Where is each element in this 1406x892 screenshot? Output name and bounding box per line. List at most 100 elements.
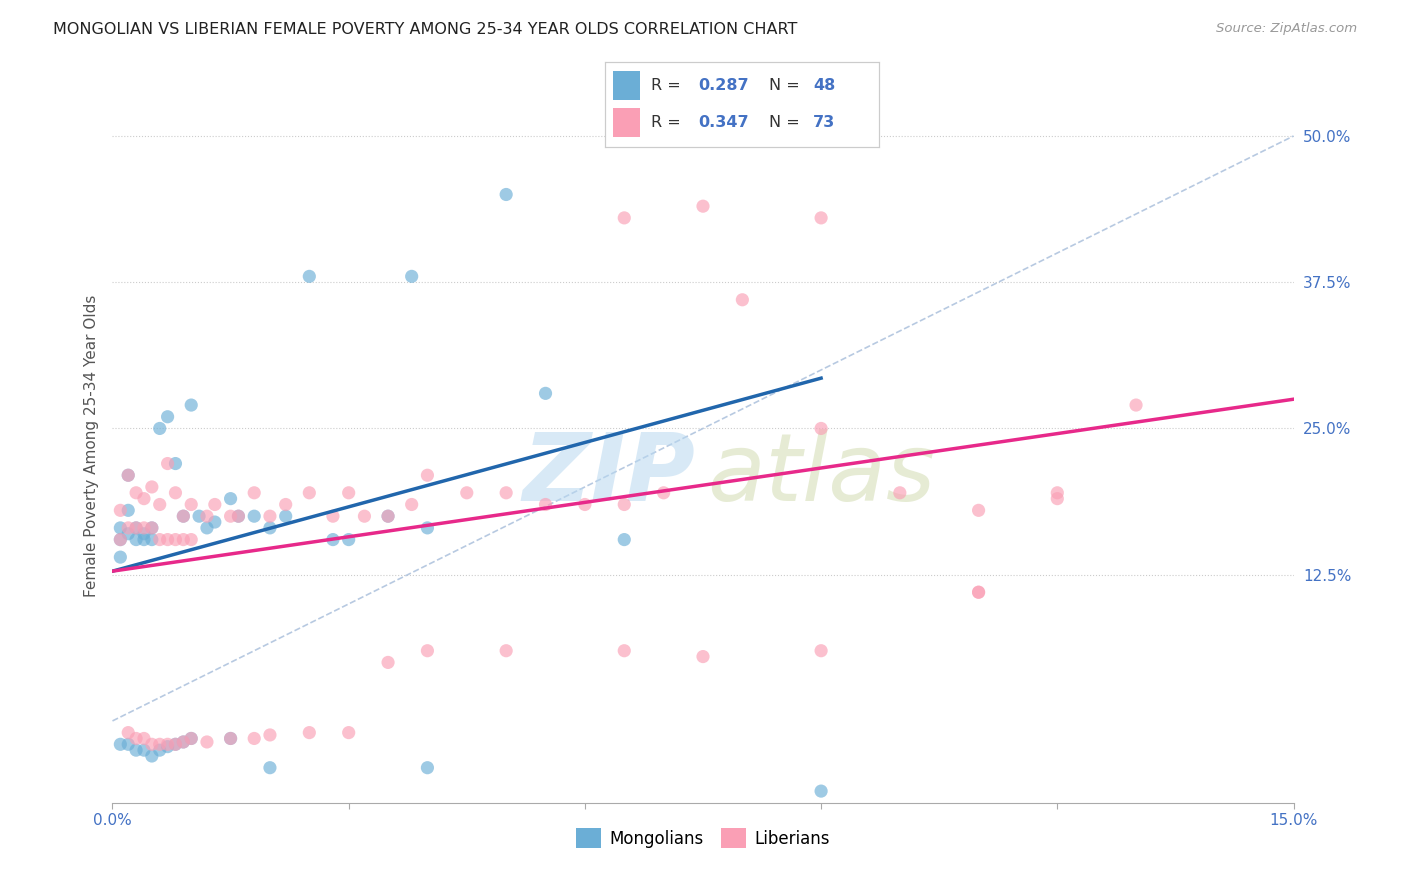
Liberians — [149, 533, 172, 547]
Liberians — [219, 731, 242, 746]
Liberians — [132, 521, 155, 535]
Mongolians — [165, 737, 187, 751]
Liberians — [613, 498, 636, 512]
Bar — [613, 71, 640, 100]
Liberians — [219, 509, 242, 524]
Liberians — [172, 509, 194, 524]
Liberians — [180, 533, 202, 547]
Liberians — [125, 731, 148, 746]
Mongolians — [117, 526, 139, 541]
Legend: Mongolians, Liberians: Mongolians, Liberians — [569, 822, 837, 855]
Bar — [613, 108, 640, 137]
Mongolians — [132, 533, 155, 547]
Liberians — [1046, 485, 1069, 500]
Liberians — [889, 485, 911, 500]
Liberians — [141, 737, 163, 751]
Liberians — [156, 457, 179, 471]
Liberians — [180, 731, 202, 746]
Mongolians — [156, 739, 179, 754]
Mongolians — [228, 509, 250, 524]
Mongolians — [110, 521, 132, 535]
Liberians — [495, 644, 517, 658]
Liberians — [125, 521, 148, 535]
Liberians — [149, 498, 172, 512]
Mongolians — [495, 187, 517, 202]
Mongolians — [149, 743, 172, 757]
Mongolians — [132, 743, 155, 757]
Mongolians — [141, 749, 163, 764]
Text: N =: N = — [769, 115, 806, 130]
Liberians — [810, 421, 832, 435]
Liberians — [967, 585, 990, 599]
Mongolians — [149, 421, 172, 435]
Liberians — [132, 491, 155, 506]
Text: 73: 73 — [813, 115, 835, 130]
Mongolians — [322, 533, 344, 547]
Liberians — [141, 521, 163, 535]
Liberians — [110, 503, 132, 517]
Mongolians — [259, 521, 281, 535]
Liberians — [1046, 491, 1069, 506]
Mongolians — [810, 784, 832, 798]
Mongolians — [534, 386, 557, 401]
Liberians — [298, 485, 321, 500]
Text: R =: R = — [651, 115, 686, 130]
Liberians — [337, 485, 360, 500]
Liberians — [149, 737, 172, 751]
Text: 0.287: 0.287 — [697, 78, 748, 93]
Liberians — [243, 731, 266, 746]
Liberians — [110, 533, 132, 547]
Mongolians — [416, 761, 439, 775]
Mongolians — [110, 533, 132, 547]
Mongolians — [180, 731, 202, 746]
Liberians — [228, 509, 250, 524]
Mongolians — [401, 269, 423, 284]
Liberians — [652, 485, 675, 500]
Liberians — [243, 485, 266, 500]
Liberians — [613, 644, 636, 658]
Mongolians — [141, 533, 163, 547]
Liberians — [613, 211, 636, 225]
Mongolians — [172, 509, 194, 524]
Liberians — [165, 737, 187, 751]
Mongolians — [219, 491, 242, 506]
Mongolians — [156, 409, 179, 424]
Mongolians — [416, 521, 439, 535]
Mongolians — [204, 515, 226, 529]
Mongolians — [180, 398, 202, 412]
Liberians — [456, 485, 478, 500]
Mongolians — [613, 533, 636, 547]
Liberians — [353, 509, 375, 524]
Liberians — [495, 485, 517, 500]
Text: ZIP: ZIP — [522, 428, 695, 521]
Liberians — [377, 509, 399, 524]
Liberians — [337, 725, 360, 739]
Liberians — [204, 498, 226, 512]
Liberians — [132, 731, 155, 746]
Mongolians — [259, 761, 281, 775]
Mongolians — [243, 509, 266, 524]
Liberians — [195, 735, 218, 749]
Mongolians — [110, 550, 132, 565]
Liberians — [322, 509, 344, 524]
Liberians — [274, 498, 297, 512]
Mongolians — [117, 503, 139, 517]
Liberians — [172, 735, 194, 749]
Liberians — [141, 480, 163, 494]
Mongolians — [377, 509, 399, 524]
Liberians — [416, 468, 439, 483]
Mongolians — [188, 509, 211, 524]
Liberians — [1125, 398, 1147, 412]
Mongolians — [298, 269, 321, 284]
Liberians — [117, 725, 139, 739]
Liberians — [692, 649, 714, 664]
Text: R =: R = — [651, 78, 686, 93]
Liberians — [810, 211, 832, 225]
Liberians — [534, 498, 557, 512]
Liberians — [165, 533, 187, 547]
Liberians — [967, 503, 990, 517]
Liberians — [731, 293, 754, 307]
Mongolians — [125, 533, 148, 547]
Mongolians — [117, 468, 139, 483]
Liberians — [117, 468, 139, 483]
